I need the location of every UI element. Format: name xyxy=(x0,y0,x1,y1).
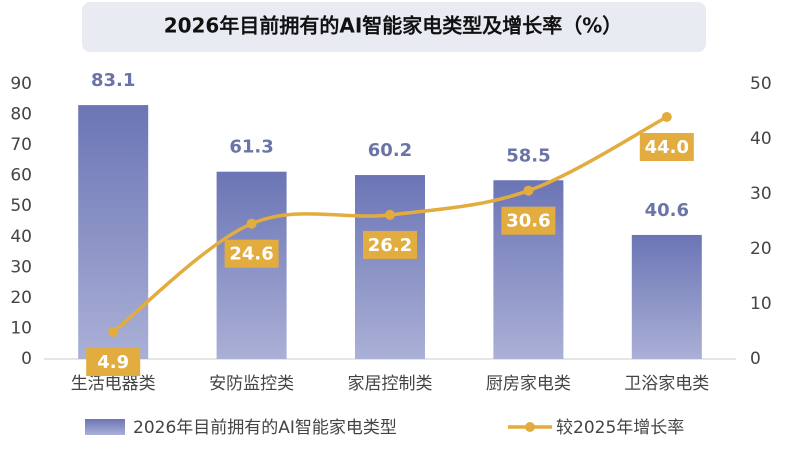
line-point xyxy=(523,185,534,196)
bar-value-label: 61.3 xyxy=(229,137,273,158)
bar-value-label: 60.2 xyxy=(368,140,412,161)
y2-tick-label: 20 xyxy=(750,239,772,259)
y-tick-label: 40 xyxy=(10,227,32,247)
line-label-box xyxy=(224,239,279,268)
y-tick-label: 10 xyxy=(10,318,32,338)
legend-swatch-dot xyxy=(525,422,535,432)
line-label-box xyxy=(639,133,694,161)
bar-value-label: 83.1 xyxy=(91,70,135,91)
y2-tick-label: 0 xyxy=(750,349,761,369)
bar xyxy=(78,105,149,359)
y-tick-label: 50 xyxy=(10,196,32,216)
line-value-label: 44.0 xyxy=(645,137,689,158)
line-point xyxy=(385,209,395,220)
y-tick-label: 60 xyxy=(10,166,32,186)
title-box xyxy=(82,2,706,52)
line-value-label: 4.9 xyxy=(97,352,129,373)
line-point xyxy=(246,218,257,229)
line-label-box xyxy=(501,206,556,235)
line-point xyxy=(108,327,119,338)
legend-swatch xyxy=(85,419,125,435)
line-label-box xyxy=(86,348,141,377)
bar xyxy=(355,175,425,359)
legend-label: 2026年目前拥有的AI智能家电类型 xyxy=(133,418,397,438)
x-tick-label: 安防监控类 xyxy=(209,374,294,394)
y2-tick-label: 40 xyxy=(750,129,772,149)
y2-tick-label: 10 xyxy=(750,294,772,314)
y-tick-label: 80 xyxy=(10,105,32,125)
x-tick-label: 厨房家电类 xyxy=(486,374,571,394)
bar-value-label: 40.6 xyxy=(645,200,689,221)
legend-label: 较2025年增长率 xyxy=(556,418,684,438)
y2-tick-label: 30 xyxy=(750,184,772,204)
y-tick-label: 70 xyxy=(10,135,32,155)
y-tick-label: 0 xyxy=(21,349,32,369)
line-label-box xyxy=(363,230,417,259)
line-value-label: 30.6 xyxy=(506,211,550,232)
y2-tick-label: 50 xyxy=(750,74,772,94)
bar-value-label: 58.5 xyxy=(506,145,550,166)
y-tick-label: 30 xyxy=(10,257,32,277)
x-tick-label: 家居控制类 xyxy=(348,374,433,394)
bar xyxy=(631,234,702,359)
line-value-label: 24.6 xyxy=(229,244,273,265)
y-tick-label: 90 xyxy=(10,74,32,94)
line-value-label: 26.2 xyxy=(368,235,412,256)
line-point xyxy=(661,112,672,122)
y-tick-label: 20 xyxy=(10,288,32,308)
x-tick-label: 生活电器类 xyxy=(71,374,156,394)
x-tick-label: 卫浴家电类 xyxy=(624,374,709,394)
chart-title: 2026年目前拥有的AI智能家电类型及增长率（%） xyxy=(164,14,623,38)
